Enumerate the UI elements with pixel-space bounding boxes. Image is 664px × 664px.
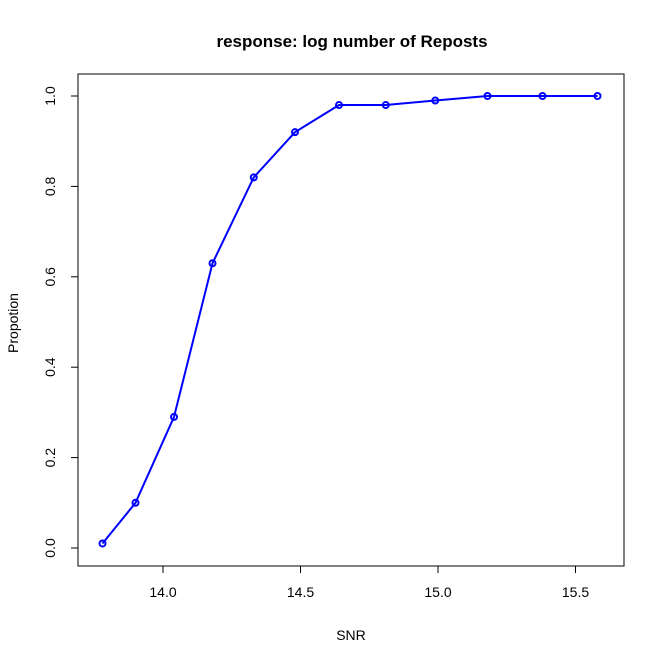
data-point: [291, 128, 299, 137]
y-axis: 0.0 0.2 0.4 0.6 0.8 1.0: [42, 86, 79, 558]
series-line: [101, 95, 598, 545]
series-group: [98, 92, 602, 548]
x-axis: 14.0 14.5 15.0 15.5: [149, 565, 589, 600]
y-tick-label: 0.0: [42, 538, 58, 558]
y-tick-label: 0.6: [42, 267, 58, 287]
data-point: [538, 92, 547, 100]
y-axis-label: Propotion: [5, 293, 21, 353]
x-tick-label: 15.0: [424, 584, 451, 600]
x-tick-label: 14.0: [149, 584, 176, 600]
plot-frame: [77, 73, 625, 567]
data-point: [335, 101, 343, 110]
data-point: [208, 259, 217, 268]
data-point: [593, 92, 602, 100]
data-point: [381, 101, 390, 110]
y-tick-label: 0.4: [42, 357, 58, 377]
y-tick-label: 1.0: [42, 86, 58, 106]
data-point: [249, 173, 258, 182]
x-tick-label: 15.5: [562, 584, 589, 600]
chart-title: response: log number of Reposts: [216, 32, 487, 51]
y-tick-label: 0.8: [42, 176, 58, 196]
x-axis-label: SNR: [336, 627, 366, 643]
data-point: [98, 539, 107, 548]
data-point: [131, 498, 140, 507]
data-point: [483, 92, 492, 100]
x-tick-label: 14.5: [287, 584, 314, 600]
y-tick-label: 0.2: [42, 448, 58, 468]
data-point: [431, 96, 440, 105]
data-point: [170, 412, 178, 421]
